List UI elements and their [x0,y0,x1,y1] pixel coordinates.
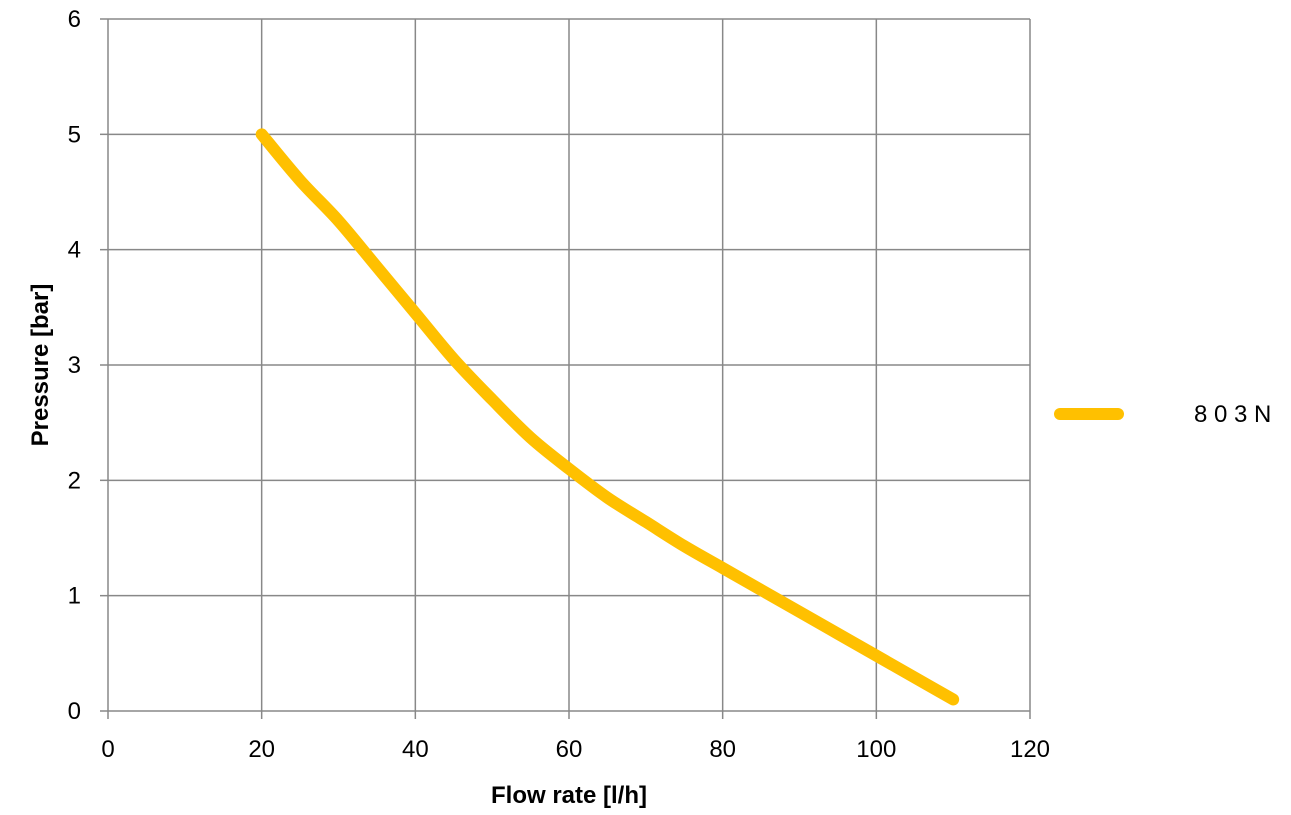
y-tick-label: 1 [68,583,81,610]
x-tick-label: 0 [101,736,114,763]
axes [100,18,1031,719]
y-axis-title: Pressure [bar] [27,284,54,447]
x-tick-label: 120 [1010,736,1050,763]
tick-labels: 0 20 40 60 80 100 120 0 1 2 3 4 5 6 [68,6,1050,763]
x-axis-title: Flow rate [l/h] [491,782,647,809]
y-tick-label: 4 [68,237,81,264]
x-tick-label: 80 [709,736,736,763]
legend-label-8-0-3-n: 8 0 3 N [1194,401,1271,428]
legend: 8 0 3 N [1054,401,1271,428]
y-tick-label: 5 [68,121,81,148]
x-tick-label: 60 [556,736,583,763]
y-tick-label: 0 [68,698,81,725]
y-tick-label: 3 [68,352,81,379]
x-tick-label: 20 [248,736,275,763]
y-tick-label: 6 [68,6,81,33]
x-tick-label: 100 [856,736,896,763]
series [255,128,960,706]
series-line-8-0-3-n [255,128,960,706]
y-tick-label: 2 [68,467,81,494]
grid [107,18,1031,712]
x-tick-label: 40 [402,736,429,763]
